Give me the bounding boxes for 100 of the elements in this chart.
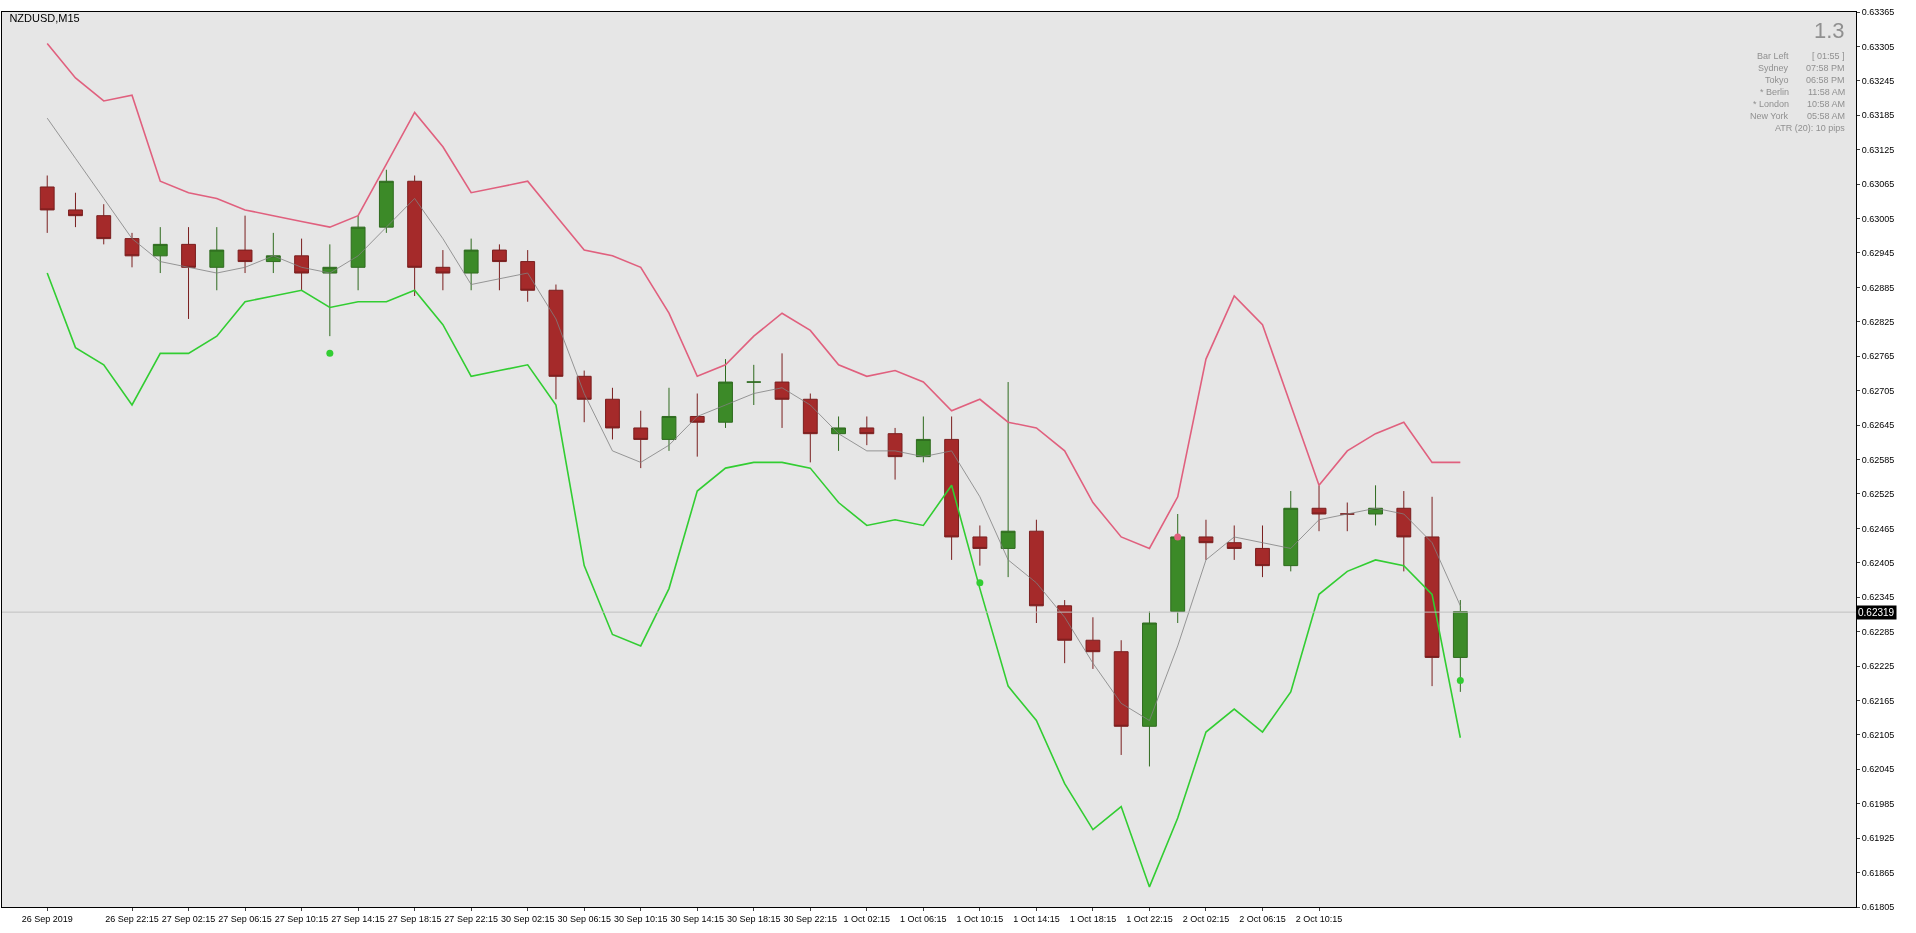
candlestick xyxy=(831,415,846,452)
point xyxy=(326,349,334,357)
x-tick-label: 26 Sep 2019 xyxy=(21,913,73,924)
y-tick-label: 0.61865 xyxy=(1861,867,1895,878)
y-tick-label: 0.63305 xyxy=(1861,41,1895,52)
x-tick-label: 30 Sep 14:15 xyxy=(670,913,725,924)
x-tick-label: 26 Sep 22:15 xyxy=(105,913,159,924)
candlestick xyxy=(661,387,677,452)
y-tick-label: 0.63245 xyxy=(1861,76,1895,86)
candlestick xyxy=(1170,513,1186,624)
candlestick xyxy=(435,249,451,291)
chart-title: NZDUSD,M15 xyxy=(9,11,80,24)
line-series xyxy=(46,272,1462,888)
y-tick-label: 0.62345 xyxy=(1861,592,1895,603)
candlestick xyxy=(1311,484,1327,532)
x-tick-label: 27 Sep 14:15 xyxy=(331,913,385,924)
candlestick xyxy=(1198,519,1214,561)
candlestick xyxy=(689,393,705,458)
candlestick xyxy=(774,352,790,429)
candlestick xyxy=(633,410,649,469)
text: [ 01:55 ] xyxy=(1812,51,1845,61)
candlestick xyxy=(152,226,168,274)
candlestick xyxy=(209,226,225,291)
candlestick xyxy=(746,364,762,406)
x-tick-label: 1 Oct 22:15 xyxy=(1126,913,1173,924)
x-tick-label: 1 Oct 10:15 xyxy=(956,913,1004,924)
candlestick xyxy=(944,415,960,561)
text: ATR (20): 10 pips xyxy=(1775,123,1846,133)
candlestick xyxy=(181,226,196,320)
y-tick-label: 0.62585 xyxy=(1861,454,1895,465)
candlestick xyxy=(1028,519,1044,624)
ref-line-label: 0.62319 xyxy=(1858,607,1895,618)
y-tick-label: 0.62945 xyxy=(1861,248,1895,259)
candlestick xyxy=(1226,524,1242,561)
x-tick-label: 30 Sep 22:15 xyxy=(783,913,838,924)
y-tick-label: 0.62885 xyxy=(1861,282,1895,293)
candlestick xyxy=(1142,611,1157,767)
y-tick-label: 0.62705 xyxy=(1861,385,1895,396)
text: 06:58 PM xyxy=(1806,75,1845,85)
candlestick xyxy=(972,524,988,567)
y-tick-label: 0.62465 xyxy=(1861,523,1895,534)
x-tick-label: 30 Sep 02:15 xyxy=(500,913,555,924)
point xyxy=(1174,533,1182,541)
line-series xyxy=(46,117,1461,721)
candlestick xyxy=(96,203,112,245)
y-tick-label: 0.63005 xyxy=(1861,213,1895,224)
y-tick-label: 0.62825 xyxy=(1861,316,1895,327)
candlestick xyxy=(1085,616,1101,670)
text: 05:58 AM xyxy=(1807,111,1846,121)
candlestick xyxy=(237,215,253,274)
y-tick-label: 0.62045 xyxy=(1861,764,1895,775)
y-tick-label: 0.63365 xyxy=(1861,7,1895,18)
candlestick xyxy=(1000,381,1016,578)
y-tick-label: 0.62405 xyxy=(1861,557,1895,568)
y-tick-label: 0.62225 xyxy=(1861,661,1895,672)
candlestick xyxy=(1255,524,1270,578)
y-tick-label: 0.63185 xyxy=(1861,110,1895,121)
x-tick-label: 30 Sep 06:15 xyxy=(557,913,611,924)
candlestick xyxy=(887,427,903,481)
y-tick-label: 0.62165 xyxy=(1861,695,1895,706)
y-tick-label: 0.62765 xyxy=(1861,351,1895,362)
candlestick xyxy=(802,393,818,463)
text: * Berlin xyxy=(1760,87,1790,97)
x-tick-label: 1 Oct 18:15 xyxy=(1069,913,1117,924)
x-tick-label: 27 Sep 10:15 xyxy=(274,913,329,924)
y-tick-label: 0.62645 xyxy=(1861,420,1895,431)
text: 10:58 AM xyxy=(1807,99,1846,109)
x-tick-label: 2 Oct 06:15 xyxy=(1239,913,1286,924)
x-tick-label: 27 Sep 18:15 xyxy=(387,913,442,924)
candlestick xyxy=(1396,490,1412,572)
x-tick-label: 27 Sep 02:15 xyxy=(161,913,216,924)
point xyxy=(976,579,984,587)
text: * London xyxy=(1753,99,1790,109)
x-tick-label: 2 Oct 10:15 xyxy=(1295,913,1343,924)
candlestick xyxy=(68,192,83,228)
text: New York xyxy=(1750,111,1789,121)
text: Bar Left xyxy=(1757,51,1790,61)
candlestick xyxy=(576,370,592,423)
text: Tokyo xyxy=(1765,75,1789,85)
text: 1.3 xyxy=(1814,18,1845,43)
candlestick xyxy=(1339,502,1355,532)
candlestick xyxy=(124,232,140,268)
text: 07:58 PM xyxy=(1806,63,1845,73)
y-tick-label: 0.62105 xyxy=(1861,730,1895,741)
x-tick-label: 1 Oct 14:15 xyxy=(1013,913,1060,924)
candlestick xyxy=(1283,490,1299,572)
y-tick-label: 0.62285 xyxy=(1861,626,1895,637)
candlestick xyxy=(350,215,366,291)
candlestick xyxy=(520,249,536,303)
y-tick-label: 0.63065 xyxy=(1861,179,1895,190)
candlestick xyxy=(294,238,309,291)
candlestick xyxy=(407,175,423,297)
candlestick xyxy=(718,358,733,429)
candlestick xyxy=(491,243,507,291)
candlestick xyxy=(548,284,564,400)
candlestick xyxy=(39,175,55,234)
y-tick-label: 0.63125 xyxy=(1861,144,1895,155)
x-tick-label: 30 Sep 10:15 xyxy=(613,913,668,924)
x-tick-label: 30 Sep 18:15 xyxy=(726,913,781,924)
candlestick xyxy=(463,238,479,291)
